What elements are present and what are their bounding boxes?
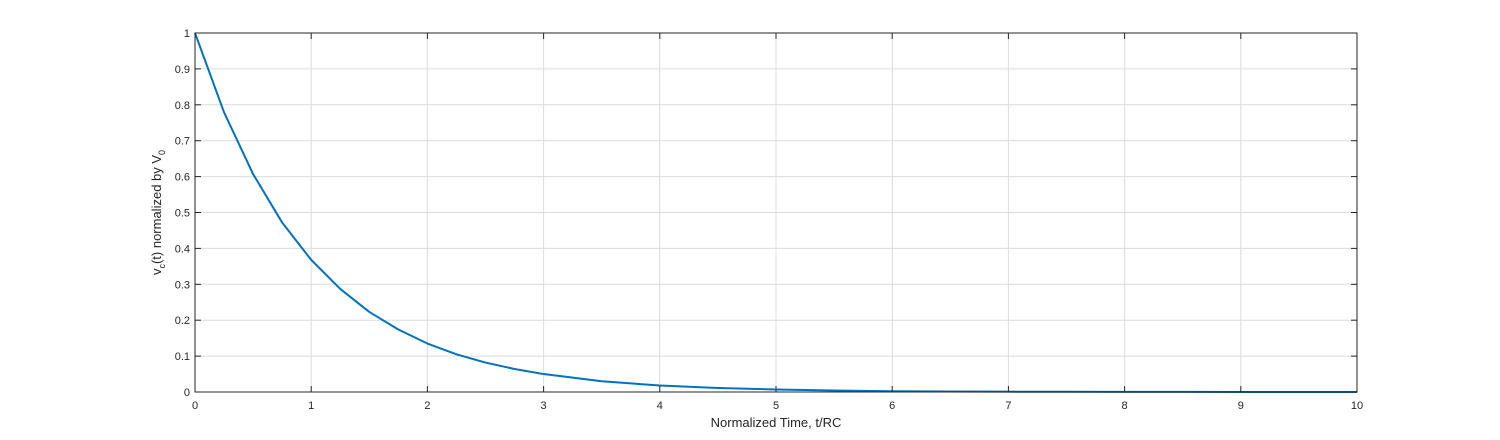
x-tick-label: 2 [424,400,430,412]
x-tick-label: 1 [308,400,314,412]
y-tick-label: 0.7 [175,136,190,148]
x-tick-label: 9 [1238,400,1244,412]
y-tick-label: 1 [184,28,190,40]
x-tick-label: 10 [1351,400,1363,412]
axis-ticks [194,32,1358,393]
x-axis-label: Normalized Time, t/RC [711,415,842,430]
x-tick-label: 7 [1005,400,1011,412]
y-tick-label: 0 [184,387,190,399]
y-tick-labels: 0 0.1 0.2 0.3 0.4 0.5 0.6 0.7 0.8 0.9 1 [175,28,190,399]
y-tick-label: 0.3 [175,279,190,291]
x-tick-label: 6 [889,400,895,412]
y-tick-label: 0.9 [175,64,190,76]
x-tick-label: 5 [773,400,779,412]
y-label-prefix: v [149,268,164,275]
y-tick-label: 0.8 [175,100,190,112]
y-tick-label: 0.5 [175,208,190,220]
x-tick-label: 4 [657,400,663,412]
y-axis-label: vc(t) normalized by V0 [149,150,167,275]
x-tick-labels: 0 1 2 3 4 5 6 7 8 9 10 [192,400,1363,412]
x-tick-label: 8 [1122,400,1128,412]
y-tick-label: 0.4 [175,243,190,255]
y-label-middle: (t) normalized by V [149,155,164,264]
y-tick-label: 0.2 [175,315,190,327]
x-tick-label: 0 [192,400,198,412]
x-tick-label: 3 [541,400,547,412]
y-label-prefix-sub: c [157,264,167,269]
grid-lines [194,32,1358,393]
y-tick-label: 0.1 [175,351,190,363]
y-label-suffix-sub: 0 [157,150,167,155]
y-tick-label: 0.6 [175,172,190,184]
